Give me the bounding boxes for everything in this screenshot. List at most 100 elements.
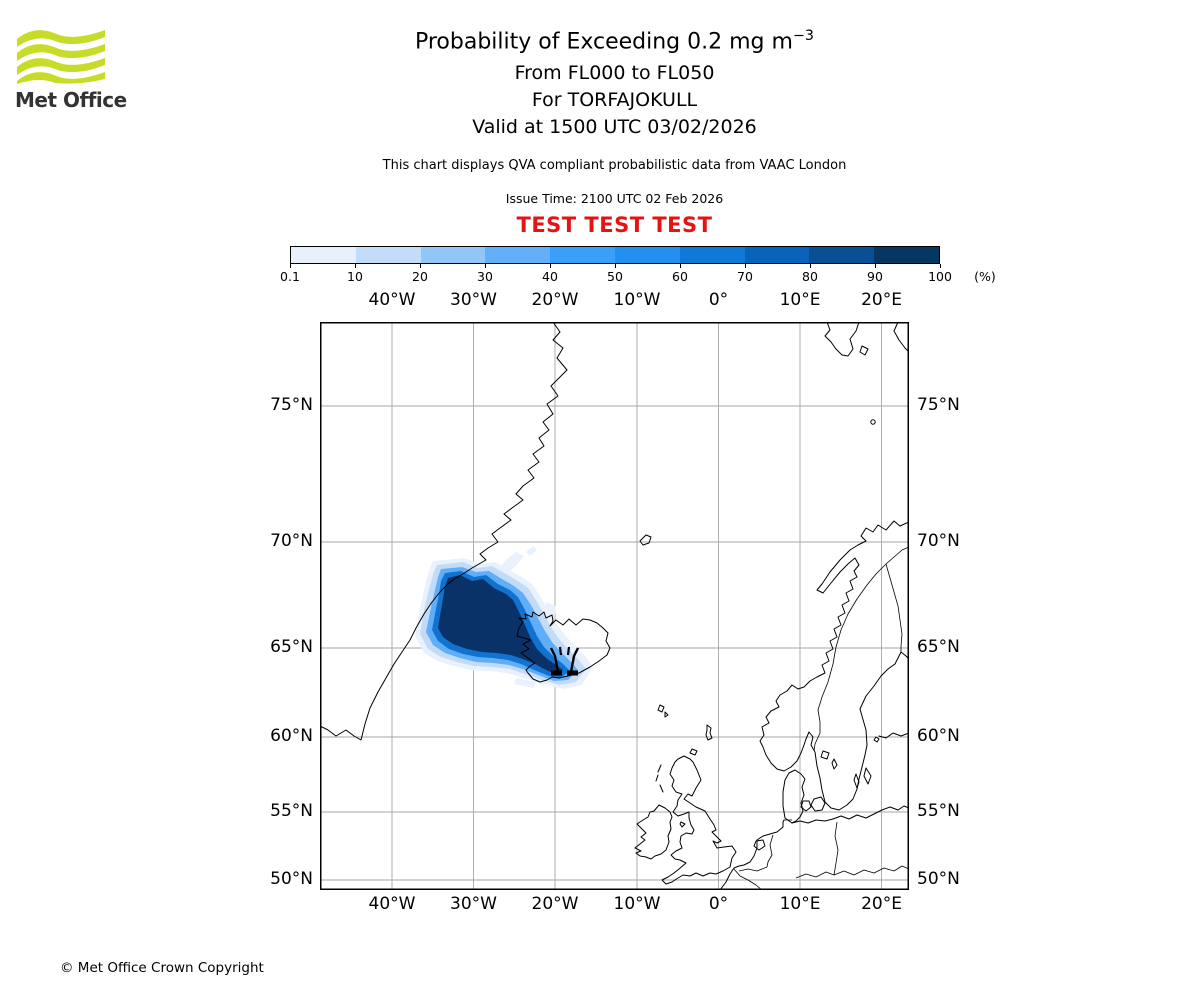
- subtitle-volcano: For TORFAJOKULL: [531, 89, 698, 111]
- lat-label-right: 65°N: [917, 637, 960, 657]
- oland-island: [853, 773, 860, 789]
- colorbar-segment: [679, 247, 745, 263]
- issue-time: Issue Time: 2100 UTC 02 Feb 2026: [505, 191, 724, 206]
- plume-core: [438, 575, 563, 674]
- lat-label-right: 60°N: [917, 726, 960, 746]
- orkney-islands: [689, 748, 698, 756]
- colorbar-label: 40: [542, 269, 558, 284]
- lon-label-top: 30°W: [450, 290, 497, 310]
- lon-label-bottom: 0°: [708, 894, 729, 914]
- volcano-icon: [549, 646, 580, 676]
- shetland-islands: [705, 724, 713, 741]
- country-borders: [733, 546, 909, 890]
- swedish-lakes: [820, 750, 838, 770]
- probability-map: [320, 322, 909, 890]
- qva-description: This chart displays QVA compliant probab…: [382, 158, 847, 173]
- lat-label-right: 50°N: [917, 869, 960, 889]
- colorbar-segment: [809, 247, 875, 263]
- test-banner: TEST TEST TEST: [516, 213, 713, 237]
- lon-label-bottom: 30°W: [450, 894, 497, 914]
- colorbar-segment: [291, 247, 356, 263]
- page-title: Probability of Exceeding 0.2 mg m−3: [414, 28, 815, 55]
- colorbar-label: 20: [412, 269, 428, 284]
- title-exponent: −3: [792, 28, 815, 44]
- ireland-coast: [634, 804, 673, 860]
- lat-label-left: 55°N: [270, 801, 313, 821]
- ijsselmeer: [753, 839, 766, 851]
- lon-label-top: 40°W: [368, 290, 416, 310]
- colorbar-segment: [485, 247, 551, 263]
- met-office-logo-icon: [17, 30, 105, 84]
- map-border: [320, 322, 909, 890]
- coastlines: [320, 322, 909, 890]
- subtitle-flight-levels: From FL000 to FL050: [514, 62, 715, 84]
- german-baltic-coast: [791, 818, 834, 824]
- lat-label-left: 70°N: [270, 531, 313, 551]
- colorbar-tick: [940, 264, 941, 268]
- colorbar-tick: [550, 264, 551, 268]
- lon-label-bottom: 40°W: [368, 894, 416, 914]
- lon-label-bottom: 10°W: [613, 894, 661, 914]
- lat-label-left: 65°N: [270, 637, 313, 657]
- colorbar-tick: [485, 264, 486, 268]
- colorbar-label: 90: [867, 269, 883, 284]
- jan-mayen-island: [639, 534, 652, 546]
- lon-label-bottom: 20°W: [531, 894, 579, 914]
- colorbar-label: 30: [477, 269, 493, 284]
- colorbar-label: 80: [802, 269, 818, 284]
- colorbar-segment: [614, 247, 680, 263]
- finland-south-coast: [878, 732, 909, 739]
- isle-of-man: [679, 821, 686, 828]
- baltic-south-coast: [832, 805, 909, 820]
- probability-colorbar: [290, 246, 940, 264]
- great-britain-coast: [661, 755, 737, 885]
- svalbard-coast: [824, 322, 860, 357]
- danish-islands: [800, 796, 826, 812]
- lon-label-top: 0°: [708, 290, 729, 310]
- greenland-coast: [320, 322, 568, 741]
- colorbar-segment: [420, 247, 486, 263]
- denmark-jutland: [782, 769, 806, 824]
- lat-label-left: 50°N: [270, 869, 313, 889]
- subtitle-valid-time: Valid at 1500 UTC 03/02/2026: [472, 116, 757, 138]
- colorbar-segment: [550, 247, 615, 263]
- bear-island: [870, 419, 876, 425]
- colorbar-unit: (%): [974, 269, 996, 284]
- gotland-island: [863, 767, 872, 785]
- faroe-islands: [657, 704, 669, 718]
- colorbar-tick: [615, 264, 616, 268]
- lat-label-right: 70°N: [917, 531, 960, 551]
- hebrides-islands: [655, 764, 664, 793]
- colorbar-label: 70: [737, 269, 753, 284]
- lon-label-bottom: 20°E: [861, 894, 902, 914]
- graticule-gridlines: [320, 322, 909, 890]
- lat-label-right: 55°N: [917, 801, 960, 821]
- lon-label-top: 20°E: [861, 290, 902, 310]
- colorbar-tick: [810, 264, 811, 268]
- colorbar-segment: [744, 247, 810, 263]
- colorbar-label: 0.1: [280, 269, 300, 284]
- plume-light-streak: [498, 552, 524, 574]
- lat-label-left: 60°N: [270, 726, 313, 746]
- logo-wordmark: Met Office: [15, 88, 127, 112]
- colorbar-segment: [355, 247, 421, 263]
- colorbar-segment: [874, 247, 939, 263]
- lat-label-left: 75°N: [270, 395, 313, 415]
- copyright-notice: © Met Office Crown Copyright: [60, 960, 264, 976]
- iceland-coast: [516, 611, 611, 683]
- ash-plume: [415, 546, 593, 689]
- colorbar-tick: [420, 264, 421, 268]
- colorbar-tick: [355, 264, 356, 268]
- lon-label-top: 20°W: [531, 290, 579, 310]
- lon-label-top: 10°W: [613, 290, 661, 310]
- lon-label-bottom: 10°E: [779, 894, 821, 914]
- colorbar-tick: [875, 264, 876, 268]
- colorbar-label: 50: [607, 269, 623, 284]
- lon-label-top: 10°E: [779, 290, 821, 310]
- colorbar-tick: [745, 264, 746, 268]
- colorbar-tick: [290, 264, 291, 268]
- colorbar-label: 60: [672, 269, 688, 284]
- colorbar-label: 10: [347, 269, 363, 284]
- lat-label-right: 75°N: [917, 395, 960, 415]
